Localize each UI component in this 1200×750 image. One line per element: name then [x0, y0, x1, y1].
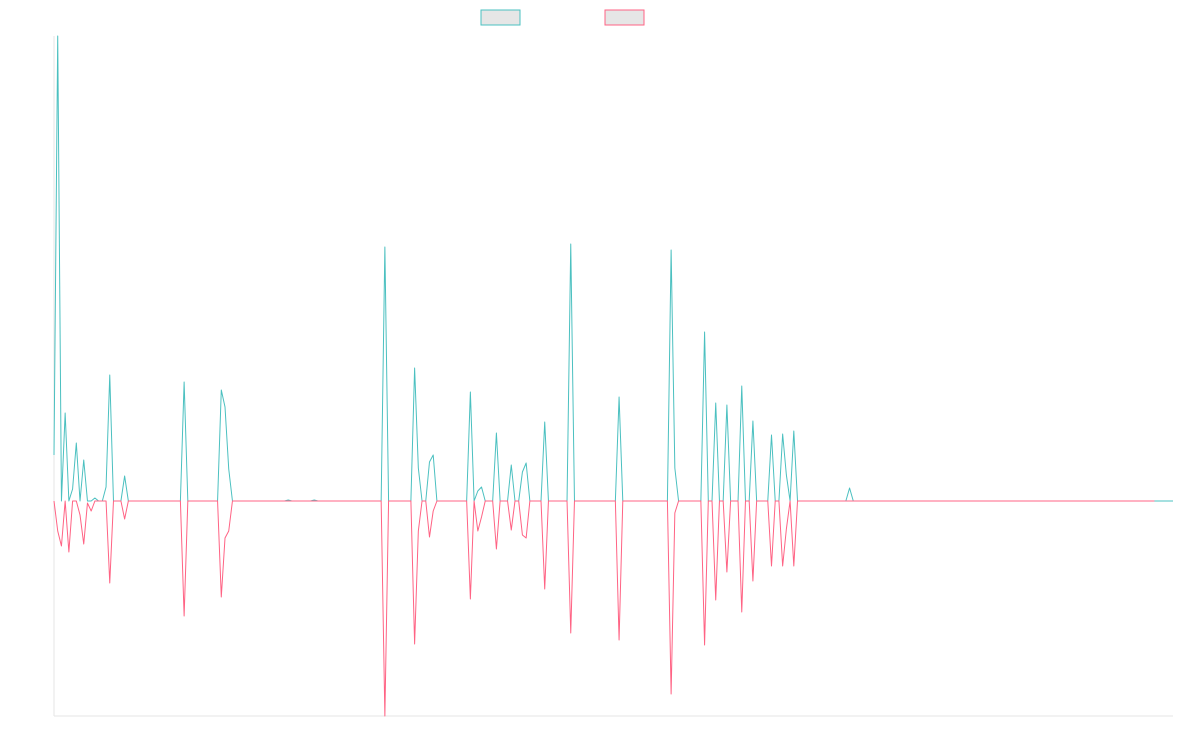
legend: [480, 9, 645, 26]
series-line-2: [53, 500, 1155, 717]
legend-item-2: [604, 9, 645, 26]
legend-swatch-1: [480, 9, 521, 26]
axes: [53, 36, 1173, 717]
legend-swatch-2: [604, 9, 645, 26]
legend-item-1: [480, 9, 521, 26]
series-line-1: [53, 35, 1173, 502]
plot-area: [53, 35, 1173, 717]
